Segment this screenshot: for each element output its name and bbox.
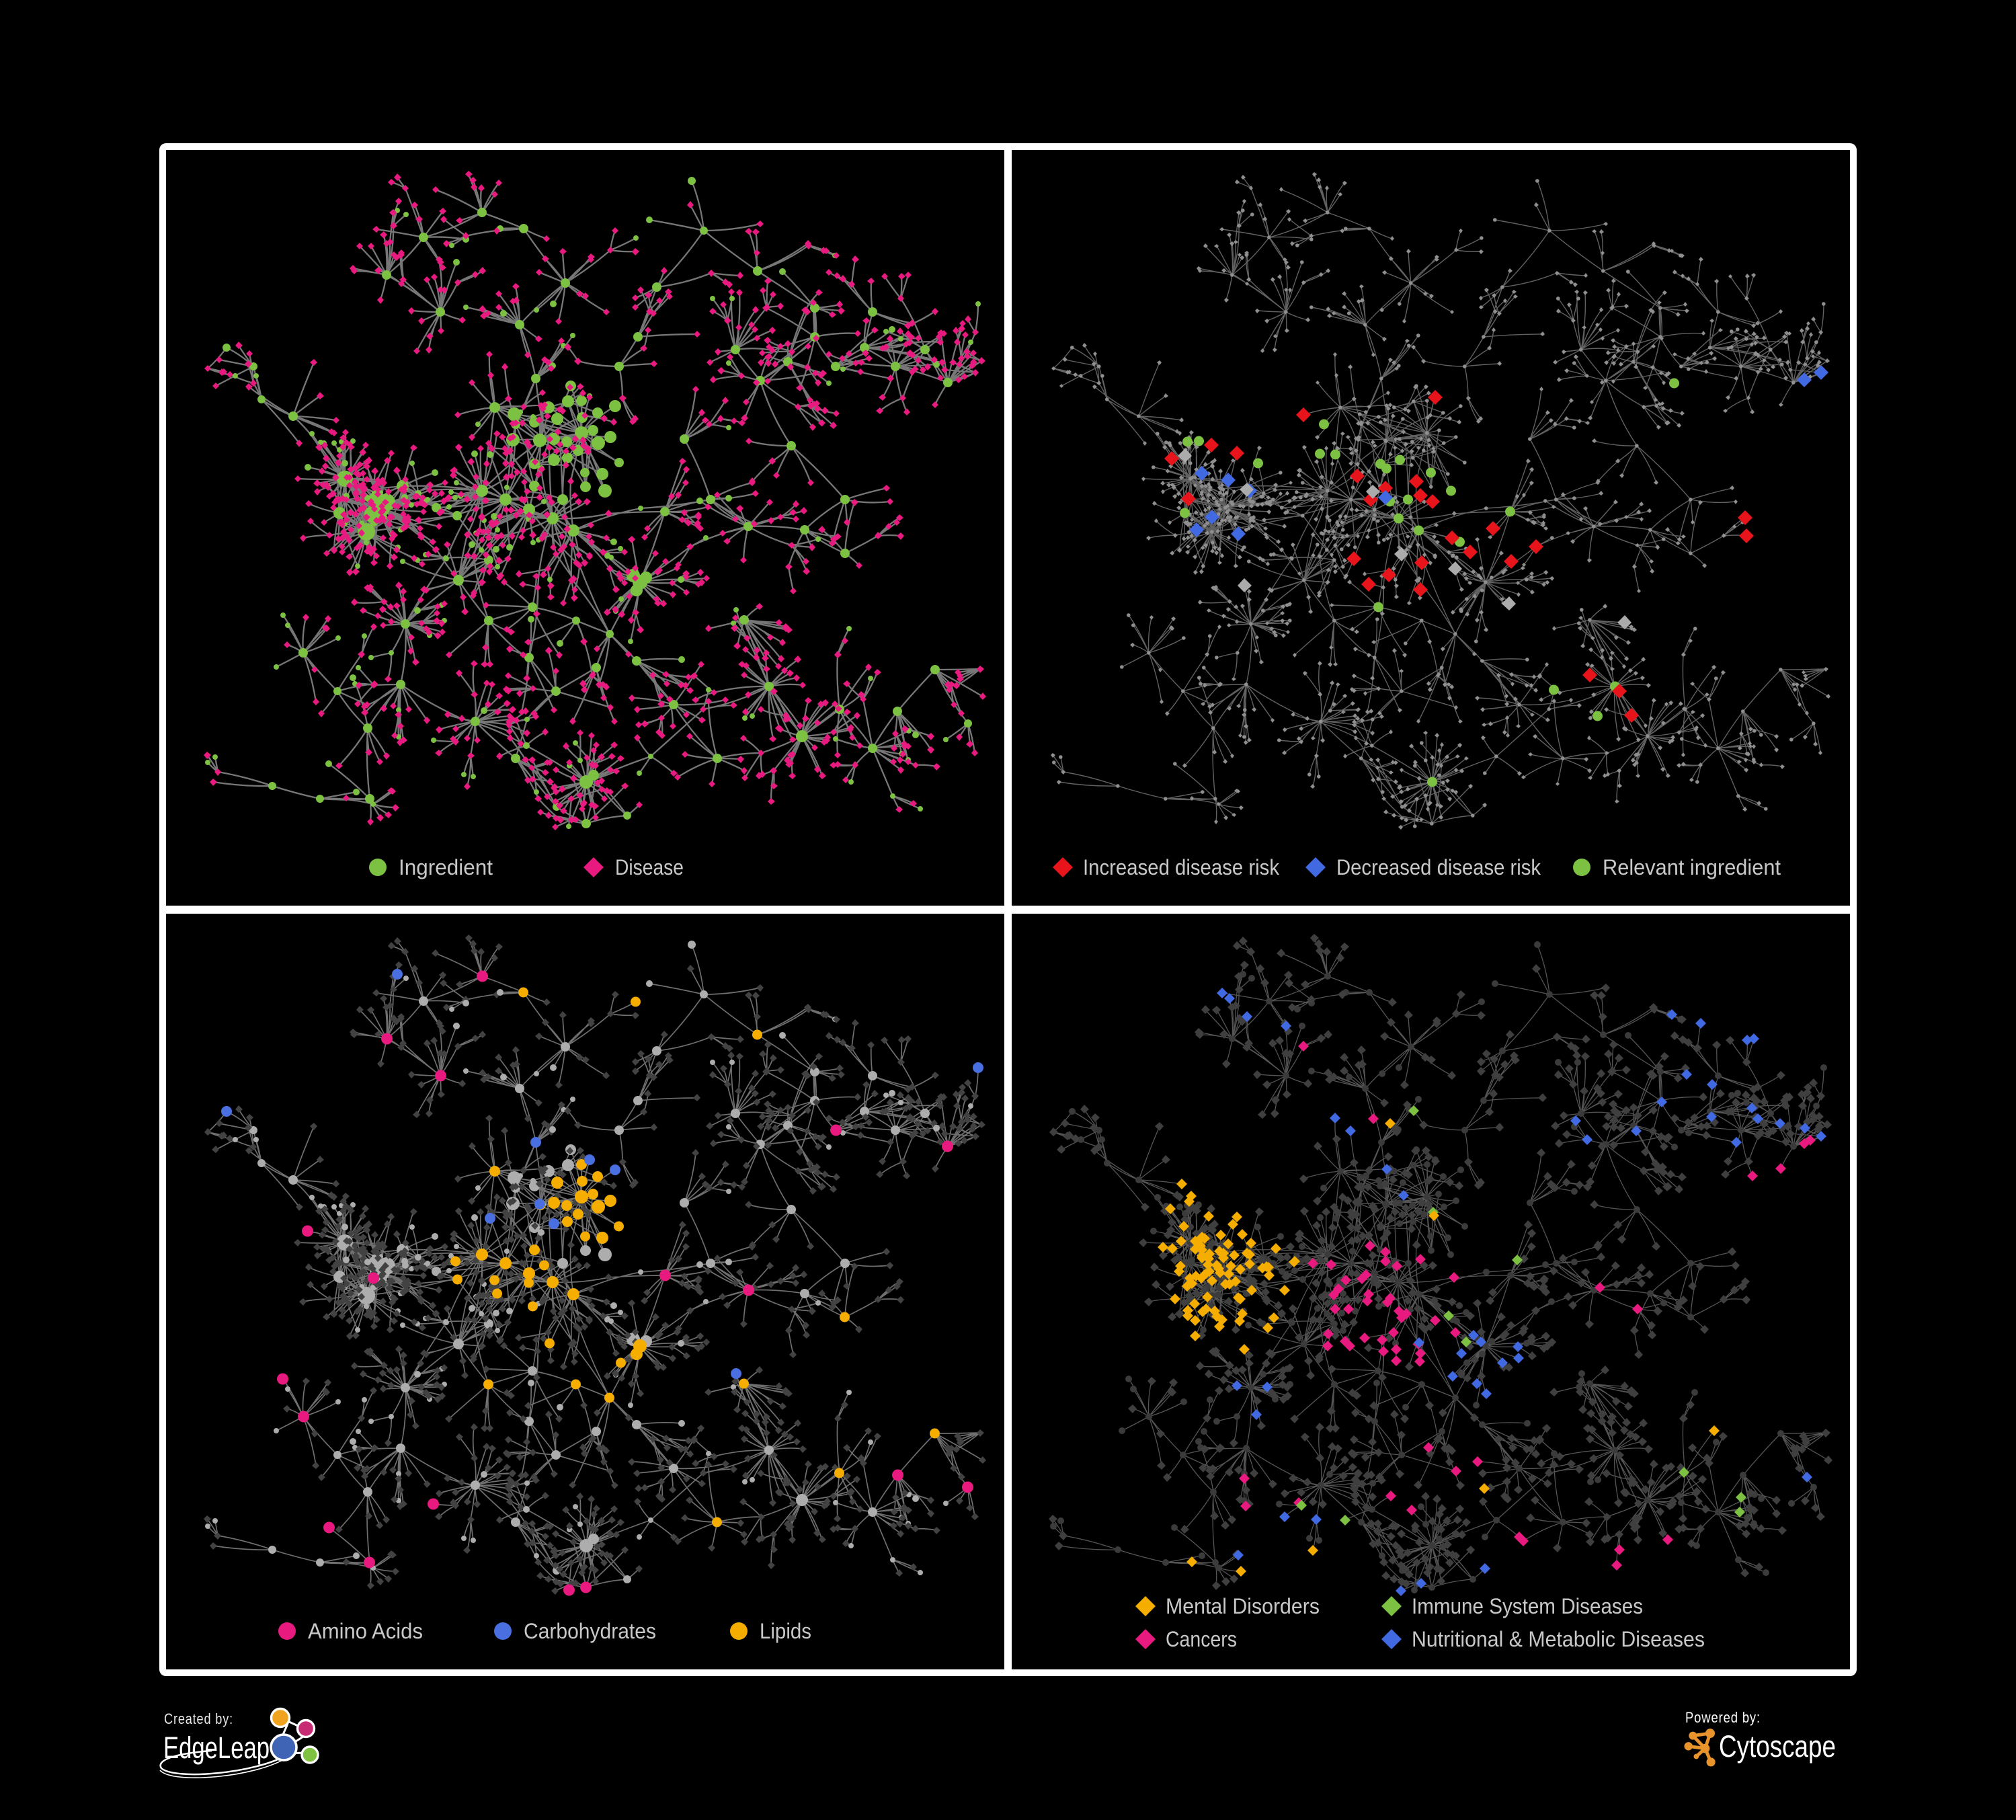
svg-text:Mental Disorders: Mental Disorders <box>1166 1594 1320 1618</box>
svg-text:EdgeLeap: EdgeLeap <box>163 1731 270 1765</box>
svg-text:Powered by:: Powered by: <box>1685 1709 1761 1726</box>
svg-text:Created by:: Created by: <box>164 1710 233 1727</box>
svg-text:Amino Acids: Amino Acids <box>308 1619 423 1643</box>
svg-text:Cancers: Cancers <box>1166 1627 1237 1651</box>
svg-text:Immune System Diseases: Immune System Diseases <box>1412 1594 1643 1618</box>
svg-text:Relevant ingredient: Relevant ingredient <box>1603 855 1781 879</box>
svg-text:Cytoscape: Cytoscape <box>1719 1729 1836 1764</box>
svg-text:Ingredient: Ingredient <box>399 855 493 879</box>
svg-text:Disease: Disease <box>615 855 684 879</box>
svg-text:Lipids: Lipids <box>760 1619 811 1643</box>
svg-text:Carbohydrates: Carbohydrates <box>524 1619 656 1643</box>
svg-text:Increased disease risk: Increased disease risk <box>1083 855 1280 879</box>
svg-text:Nutritional & Metabolic Diseas: Nutritional & Metabolic Diseases <box>1412 1627 1705 1651</box>
svg-text:Decreased disease risk: Decreased disease risk <box>1336 855 1541 879</box>
